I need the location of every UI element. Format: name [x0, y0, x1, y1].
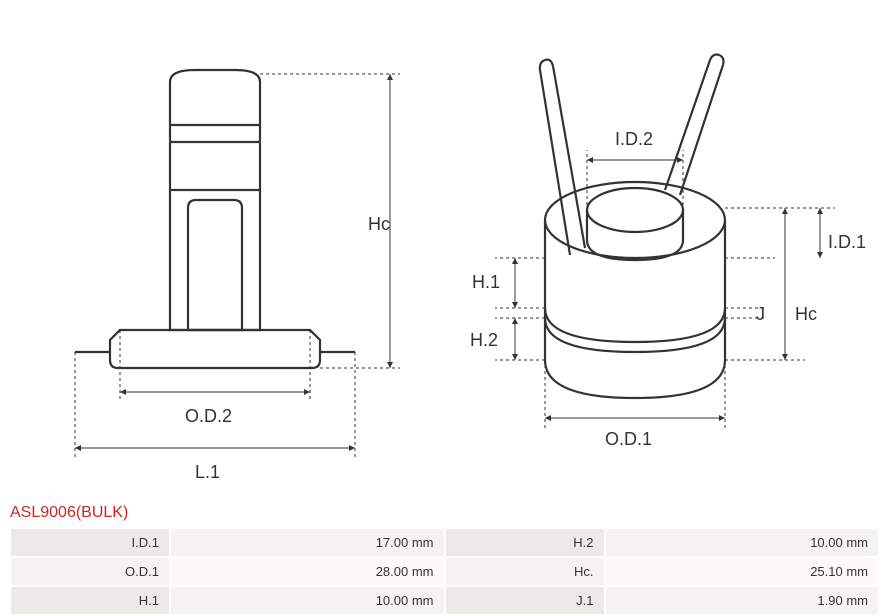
spec-value: 10.00 mm — [170, 586, 445, 615]
spec-label: H.2 — [445, 528, 605, 557]
diagram-right: I.D.2 I.D.1 Hc J H.1 — [460, 30, 880, 490]
spec-value: 28.00 mm — [170, 557, 445, 586]
spec-label: O.D.1 — [10, 557, 170, 586]
spec-value: 10.00 mm — [605, 528, 880, 557]
spec-value: 25.10 mm — [605, 557, 880, 586]
label-id2: I.D.2 — [615, 129, 653, 149]
spec-value: 17.00 mm — [170, 528, 445, 557]
label-id1: I.D.1 — [828, 232, 866, 252]
spec-label: I.D.1 — [10, 528, 170, 557]
spec-value: 1.90 mm — [605, 586, 880, 615]
diagram-area: Hc O.D.2 L.1 — [0, 0, 889, 500]
label-hc-left: Hc — [368, 214, 390, 234]
spec-label: H.1 — [10, 586, 170, 615]
label-od1: O.D.1 — [605, 429, 652, 449]
spec-table: I.D.1 17.00 mm H.2 10.00 mm O.D.1 28.00 … — [10, 528, 879, 615]
diagram-left: Hc O.D.2 L.1 — [20, 30, 440, 490]
spec-label: Hc. — [445, 557, 605, 586]
page-root: Hc O.D.2 L.1 — [0, 0, 889, 615]
label-h1: H.1 — [472, 272, 500, 292]
label-l1: L.1 — [195, 462, 220, 482]
label-j: J — [756, 304, 765, 324]
part-title: ASL9006(BULK) — [0, 500, 889, 528]
diagram-left-svg: Hc O.D.2 L.1 — [20, 30, 440, 490]
spec-label: J.1 — [445, 586, 605, 615]
label-h2: H.2 — [470, 330, 498, 350]
diagram-right-svg: I.D.2 I.D.1 Hc J H.1 — [460, 30, 880, 490]
label-hc-right: Hc — [795, 304, 817, 324]
label-od2: O.D.2 — [185, 406, 232, 426]
